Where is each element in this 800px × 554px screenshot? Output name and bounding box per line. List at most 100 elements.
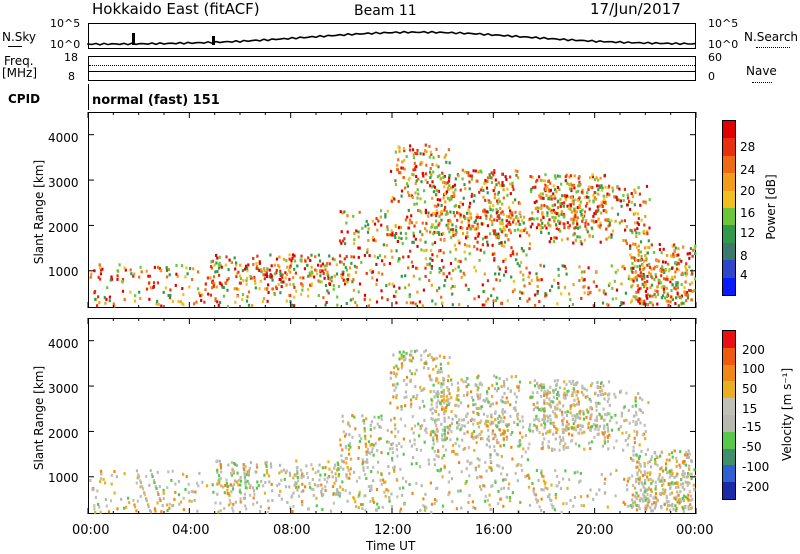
power-cell [420,211,423,215]
velocity-cell [139,481,142,485]
power-colorbar-segment [723,225,735,243]
velocity-cell [592,423,595,426]
velocity-cell [496,417,499,420]
power-cell [335,263,338,267]
velocity-cell [217,479,220,483]
power-cell [552,184,555,188]
power-cell [673,250,676,253]
velocity-cell [482,398,485,402]
velocity-cell [442,382,445,386]
velocity-cell [393,423,397,427]
power-cell [688,251,691,255]
velocity-cell [547,415,550,419]
velocity-cell [511,491,514,495]
velocity-cell [437,368,440,372]
power-cell [429,257,432,261]
velocity-cell [435,377,438,381]
velocity-cell [239,479,243,483]
velocity-cell [497,502,500,506]
power-cell [414,182,417,186]
power-cell [536,217,539,221]
velocity-cell [643,423,646,427]
power-cell [181,287,184,290]
velocity-cell [558,481,561,484]
power-cell [578,279,581,283]
velocity-cell [388,497,391,500]
velocity-cell [628,421,631,425]
velocity-cell [196,509,199,513]
power-cell [643,283,646,287]
velocity-cell [155,487,158,490]
power-cell [595,284,598,288]
velocity-cell [136,499,139,503]
power-cell [429,184,432,188]
velocity-cell [304,485,307,489]
power-cell [493,229,497,233]
power-cell [409,144,412,148]
velocity-cell [462,380,465,384]
velocity-cell [263,491,267,495]
power-cell [328,277,331,281]
power-cell [189,267,192,270]
velocity-cell [623,419,626,423]
velocity-cell [509,433,512,437]
velocity-cell [549,498,552,502]
velocity-cell [679,450,682,454]
power-cell [438,270,441,274]
velocity-cell [358,439,361,443]
power-cell [666,299,670,303]
power-cell [417,192,420,196]
power-cell [319,274,322,278]
power-cell [646,251,649,255]
power-cell [616,185,619,188]
velocity-cell [490,415,493,419]
velocity-cell [479,393,482,397]
power-cell [157,302,160,306]
velocity-cell [516,479,519,483]
velocity-cell [605,413,608,417]
velocity-cell [351,414,354,417]
power-cell [646,263,649,267]
velocity-cell [528,442,531,446]
velocity-cell [644,437,647,441]
power-cell [555,226,558,230]
power-cell [505,177,508,181]
velocity-cell [538,505,541,509]
velocity-cell [506,424,509,428]
velocity-cell [326,480,329,484]
velocity-cell [429,377,432,381]
velocity-cell [503,416,506,420]
power-colorbar-segment [723,208,735,226]
velocity-cell [507,487,510,490]
power-cell [648,265,651,269]
power-cell [410,194,413,198]
power-cell [354,271,357,274]
velocity-cell [639,463,642,466]
velocity-cell [442,376,445,380]
velocity-cell [430,417,433,420]
power-cell [629,244,632,248]
velocity-cell [410,402,413,406]
power-cell [270,264,273,268]
velocity-cell [552,423,555,427]
velocity-cell [495,452,498,456]
velocity-cell [484,494,487,498]
velocity-cell [135,481,138,485]
power-cell [258,268,261,272]
power-cell [465,244,468,248]
station-title: Hokkaido East (fitACF) [92,0,260,18]
power-cell [662,285,665,289]
power-cell [495,208,498,212]
power-cell [633,188,636,192]
power-cell [680,296,683,300]
power-cell [342,270,345,274]
xtick-0000: 00:00 [72,523,110,538]
velocity-cell [447,480,450,484]
velocity-cell [604,477,607,481]
velocity-cell [493,445,496,449]
power-cell [451,223,454,227]
velocity-cell [571,391,574,395]
velocity-cell [387,465,390,468]
velocity-cell [496,453,500,457]
velocity-cell [335,479,338,483]
